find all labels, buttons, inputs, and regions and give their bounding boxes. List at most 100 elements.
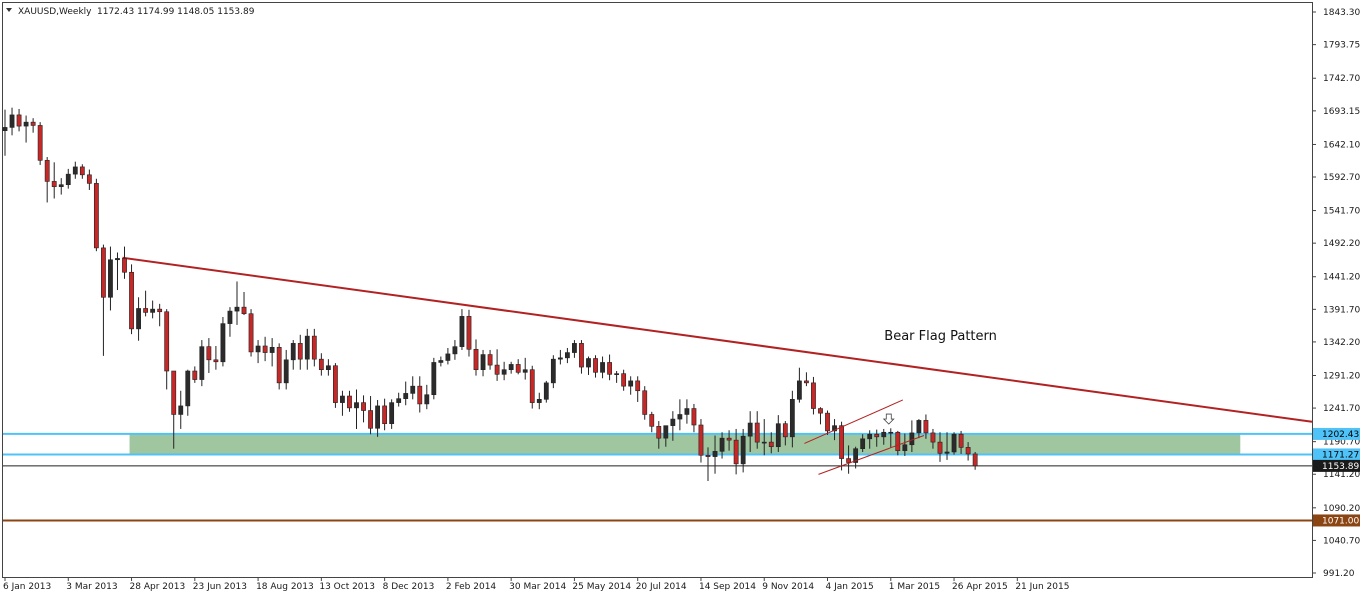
candle <box>930 428 936 449</box>
candle <box>340 390 345 416</box>
candle-body-bear <box>51 181 57 187</box>
candle-body-bear <box>347 395 352 409</box>
candle <box>255 340 261 364</box>
candle-body-bear <box>213 359 219 363</box>
candle-body-bear <box>297 343 303 360</box>
candle-body-bear <box>635 380 641 392</box>
candle <box>30 118 36 133</box>
candle-body-bull <box>396 398 402 403</box>
price-box-price <box>1313 459 1360 472</box>
price-box-label: 1153.89 <box>1322 462 1359 472</box>
candle <box>143 290 148 317</box>
candle-body-bull <box>761 441 767 444</box>
y-tick-label: 991.20 <box>1323 569 1355 579</box>
candle <box>101 244 106 356</box>
candle <box>740 428 746 473</box>
candle <box>853 446 859 469</box>
candle-body-bull <box>375 405 380 429</box>
candle <box>164 309 170 390</box>
candle-body-bear <box>825 412 830 432</box>
candle-body-bear <box>487 354 493 366</box>
candle-body-bear <box>515 364 521 373</box>
candle <box>867 430 873 449</box>
candle <box>670 411 676 441</box>
candle-body-bear <box>129 271 134 330</box>
candle <box>403 381 409 406</box>
y-tick-label: 1190.70 <box>1323 438 1360 448</box>
candle <box>129 264 134 335</box>
candle <box>846 445 851 474</box>
candle <box>122 246 127 279</box>
candle-body-bear <box>86 174 92 184</box>
flag-channel-line-2[interactable] <box>818 435 925 475</box>
candle-body-bull <box>72 166 78 175</box>
candle <box>248 309 254 357</box>
candle-body-bear <box>93 183 99 249</box>
candle <box>473 339 479 376</box>
candle-body-bear <box>122 258 127 273</box>
candle-body-bull <box>150 308 156 313</box>
candle <box>536 392 542 410</box>
candle-body-bull <box>536 399 542 403</box>
price-box-label: 1202.43 <box>1322 430 1359 440</box>
candle <box>684 399 690 424</box>
candle <box>944 432 950 460</box>
candle <box>410 376 416 400</box>
candle <box>86 169 92 190</box>
candle-body-bear <box>16 114 22 127</box>
candle-body-bull <box>199 346 205 380</box>
x-tick-label: 26 Apr 2015 <box>952 582 1008 592</box>
candle-body-bull <box>881 431 887 438</box>
candle-body-bull <box>557 357 563 360</box>
collapse-triangle-icon[interactable] <box>6 8 12 12</box>
candle <box>93 178 99 252</box>
candle <box>628 376 634 395</box>
descending-trendline[interactable] <box>122 256 1313 423</box>
candle-body-bull <box>459 316 465 347</box>
candle <box>614 371 620 383</box>
flag-channel-line-1[interactable] <box>804 399 904 444</box>
candle <box>937 432 943 462</box>
candle <box>262 336 268 362</box>
candle <box>839 421 844 471</box>
candle-body-bull <box>712 451 718 457</box>
candle <box>206 338 212 373</box>
candle-body-bear <box>361 402 366 411</box>
candle-body-bull <box>304 335 310 360</box>
price-box-label: 1171.27 <box>1322 450 1359 460</box>
candle-body-bear <box>466 316 472 350</box>
candle <box>283 349 289 390</box>
candle <box>157 303 163 327</box>
candle-body-bear <box>754 422 760 443</box>
candle-body-bull <box>564 352 570 359</box>
candle-body-bear <box>649 414 655 427</box>
candle <box>557 349 563 365</box>
candle <box>445 347 451 365</box>
candle-body-bull <box>438 360 444 363</box>
candle-body-bull <box>283 359 289 384</box>
candle-body-bear <box>972 453 978 467</box>
candle-body-bull <box>508 364 514 370</box>
candle <box>368 396 373 435</box>
candle <box>72 161 78 179</box>
candle-body-bear <box>621 373 627 387</box>
x-tick-label: 1 Mar 2015 <box>889 582 940 592</box>
candle <box>58 178 64 195</box>
candle-body-bull <box>178 405 184 415</box>
candle <box>579 340 584 374</box>
candle <box>768 432 774 454</box>
candle <box>522 357 528 380</box>
candle-body-bear <box>782 423 788 438</box>
candle <box>417 376 423 413</box>
candle <box>136 297 141 341</box>
y-tick-label: 1843.30 <box>1323 8 1360 18</box>
candle-body-bear <box>930 432 936 443</box>
candle <box>874 429 880 447</box>
candle-body-bear <box>937 441 943 454</box>
candle-body-bear <box>143 308 148 313</box>
candle-body-bull <box>452 346 458 355</box>
candle-body-bull <box>185 370 191 407</box>
candle-body-bull <box>23 121 29 127</box>
